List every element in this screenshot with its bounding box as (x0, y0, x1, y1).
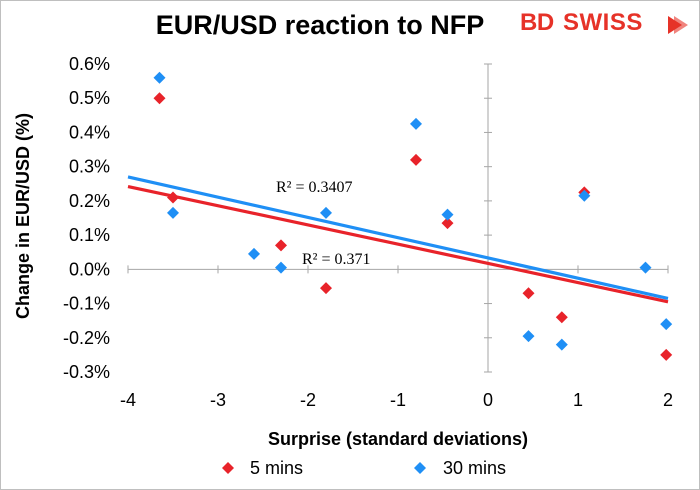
data-point-30-mins (555, 338, 568, 351)
data-point-5-mins (275, 239, 287, 252)
trendlines (127, 175, 669, 304)
y-tick-label: 0.0% (69, 259, 110, 279)
data-point-5-mins (441, 217, 454, 230)
y-tick-label: -0.3% (63, 362, 110, 382)
r2-label-30-mins: R² = 0.3407 (276, 179, 353, 196)
y-axis-title: Change in EUR/USD (%) (13, 113, 33, 319)
y-tick-label: 0.2% (69, 191, 110, 211)
y-tick-label: -0.2% (63, 328, 110, 348)
chart-title: EUR/USD reaction to NFP (155, 10, 485, 40)
data-point-5-mins (410, 153, 422, 166)
legend-marker-30-mins (414, 462, 426, 474)
data-point-5-mins (153, 92, 166, 105)
data-point-5-mins (660, 348, 673, 361)
data-point-5-mins (167, 191, 179, 204)
plot-axes (127, 63, 669, 373)
logo-bd-text: BD (520, 9, 554, 36)
trendline-5-mins (127, 184, 669, 304)
logo-swiss-text: SWISS (563, 9, 643, 36)
y-tick-label: -0.1% (63, 294, 110, 314)
x-tick-label: -3 (210, 390, 226, 410)
legend-label-5-mins: 5 mins (250, 458, 303, 478)
x-tick-label: 1 (573, 390, 583, 410)
data-point-30-mins (660, 318, 673, 331)
x-axis-title: Surprise (standard deviations) (268, 429, 528, 449)
y-tick-label: 0.6% (69, 54, 110, 74)
logo-arrow-icon (668, 16, 688, 34)
x-tick-label: -4 (120, 390, 136, 410)
x-tick-label: 0 (483, 390, 493, 410)
x-tick-label: -2 (300, 390, 316, 410)
data-point-5-mins (555, 311, 568, 324)
data-point-30-mins (522, 330, 535, 343)
data-point-30-mins (320, 206, 332, 219)
bdswiss-logo: BD SWISS (520, 6, 690, 46)
y-tick-label: 0.5% (69, 88, 110, 108)
y-tick-label: 0.1% (69, 225, 110, 245)
data-point-30-mins (441, 208, 454, 221)
data-point-5-mins (320, 282, 332, 295)
y-tick-label: 0.4% (69, 122, 110, 142)
axis-labels: -0.3% -0.2% -0.1% 0.0% 0.1% 0.2% 0.3% 0.4% 0.5% 0… (13, 54, 673, 449)
x-tick-label: 2 (663, 390, 673, 410)
legend-label-30-mins: 30 mins (443, 458, 506, 478)
data-point-5-mins (522, 287, 535, 300)
data-point-30-mins (248, 247, 260, 260)
trendline-30-mins (127, 175, 669, 300)
data-point-30-mins (153, 71, 166, 84)
legend-marker-5-mins (222, 462, 234, 474)
data-points (153, 71, 673, 361)
data-point-30-mins (410, 117, 422, 130)
data-point-30-mins (167, 206, 179, 219)
r2-label-5-mins: R² = 0.371 (302, 251, 371, 268)
data-point-30-mins (639, 261, 652, 274)
legend: 5 mins 30 mins (222, 458, 506, 478)
data-point-30-mins (578, 189, 591, 202)
y-tick-label: 0.3% (69, 157, 110, 177)
x-tick-label: -1 (390, 390, 406, 410)
data-point-30-mins (275, 261, 287, 274)
